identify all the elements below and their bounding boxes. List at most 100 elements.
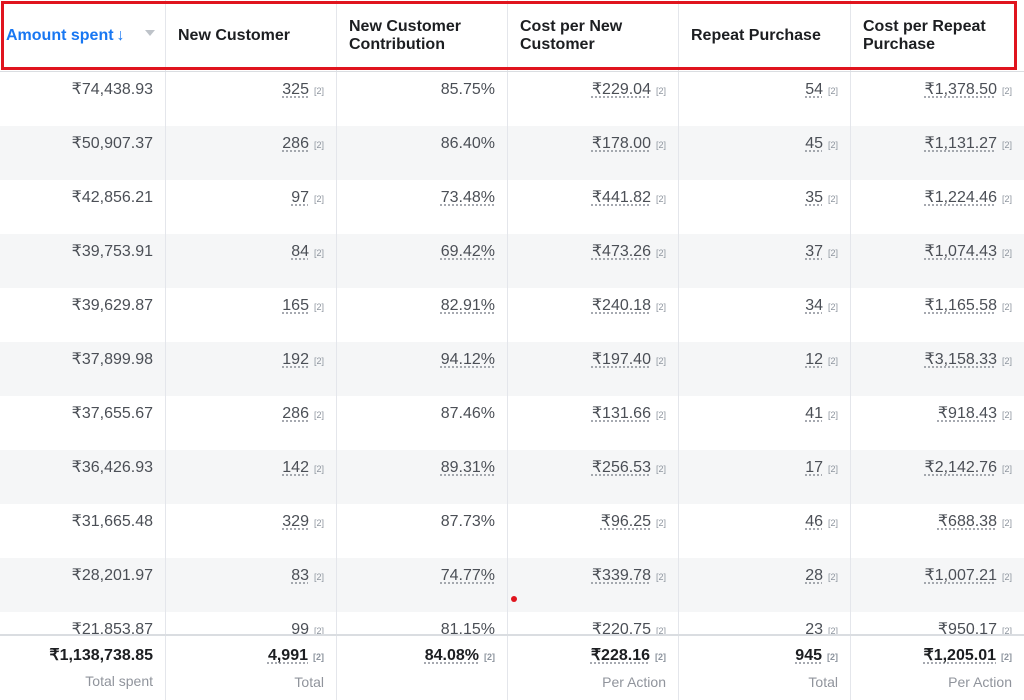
cell-value[interactable]: 34 bbox=[805, 297, 823, 314]
cell-value[interactable]: 17 bbox=[805, 459, 823, 476]
cell-value[interactable]: ₹2,142.76 bbox=[924, 459, 997, 476]
cell-value[interactable]: ₹918.43 bbox=[937, 405, 997, 422]
cell-value[interactable]: ₹1,074.43 bbox=[924, 243, 997, 260]
footnote-marker: [2] bbox=[313, 356, 324, 366]
cell-value[interactable]: 99 bbox=[291, 621, 309, 638]
column-header-amount-spent[interactable]: Amount spent ↓ bbox=[0, 0, 166, 71]
cell-cost-per-repeat-purchase: ₹1,165.58 [2] bbox=[851, 288, 1024, 342]
cell-value[interactable]: ₹96.25 bbox=[600, 513, 651, 530]
cell-value[interactable]: 28 bbox=[805, 567, 823, 584]
cell-value[interactable]: 45 bbox=[805, 135, 823, 152]
cell-value[interactable]: 46 bbox=[805, 513, 823, 530]
cell-value[interactable]: 97 bbox=[291, 189, 309, 206]
cell-cost-per-new-customer: ₹473.26 [2] bbox=[508, 234, 679, 288]
total-value[interactable]: 4,991 bbox=[267, 647, 308, 664]
cell-amount-spent: ₹37,655.67 bbox=[0, 396, 166, 450]
cell-value[interactable]: ₹339.78 bbox=[591, 567, 651, 584]
column-header-new-customer[interactable]: New Customer bbox=[166, 0, 337, 71]
cell-value[interactable]: 35 bbox=[805, 189, 823, 206]
footnote-marker: [2] bbox=[827, 248, 838, 258]
cell-cost-per-new-customer: ₹339.78 [2] bbox=[508, 558, 679, 612]
cell-value[interactable]: ₹441.82 bbox=[591, 189, 651, 206]
cell-value[interactable]: 286 bbox=[282, 135, 309, 152]
cell-value[interactable]: 142 bbox=[282, 459, 309, 476]
cell-value[interactable]: 165 bbox=[282, 297, 309, 314]
cell-value[interactable]: ₹178.00 bbox=[591, 135, 651, 152]
cell-new-customer-contribution: 86.40% bbox=[337, 126, 508, 180]
total-cost-per-repeat-purchase: ₹1,205.01 [2] Per Action bbox=[851, 636, 1024, 700]
cell-value[interactable]: 37 bbox=[805, 243, 823, 260]
cell-repeat-purchase: 46 [2] bbox=[679, 504, 851, 558]
cell-value[interactable]: 325 bbox=[282, 81, 309, 98]
cell-value[interactable]: 84 bbox=[291, 243, 309, 260]
footnote-marker: [2] bbox=[1001, 410, 1012, 420]
cell-value[interactable]: ₹950.17 bbox=[937, 621, 997, 638]
cell-value[interactable]: 329 bbox=[282, 513, 309, 530]
cell-value[interactable]: 73.48% bbox=[440, 189, 495, 206]
cell-value[interactable]: ₹1,378.50 bbox=[924, 81, 997, 98]
cell-value[interactable]: ₹1,007.21 bbox=[924, 567, 997, 584]
footnote-marker: [2] bbox=[313, 572, 324, 582]
cell-value[interactable]: ₹3,158.33 bbox=[924, 351, 997, 368]
cell-amount-spent: ₹28,201.97 bbox=[0, 558, 166, 612]
total-new-customer-contribution: 84.08% [2] bbox=[337, 636, 508, 700]
total-value[interactable]: 945 bbox=[795, 647, 822, 664]
cell-value[interactable]: 83 bbox=[291, 567, 309, 584]
cell-value[interactable]: ₹256.53 bbox=[591, 459, 651, 476]
total-value[interactable]: ₹1,205.01 bbox=[923, 647, 996, 664]
cell-value[interactable]: 82.91% bbox=[440, 297, 495, 314]
cell-value[interactable]: 12 bbox=[805, 351, 823, 368]
table-row: ₹39,753.91 84 [2] 69.42% ₹473.26 [2] 37 [2] ₹1,0… bbox=[0, 234, 1024, 288]
footnote-marker: [2] bbox=[313, 626, 324, 636]
cell-value[interactable]: ₹1,131.27 bbox=[924, 135, 997, 152]
column-header-repeat-purchase[interactable]: Repeat Purchase bbox=[679, 0, 851, 71]
cell-value[interactable]: ₹473.26 bbox=[591, 243, 651, 260]
cell-repeat-purchase: 45 [2] bbox=[679, 126, 851, 180]
cell-value[interactable]: ₹131.66 bbox=[591, 405, 651, 422]
cell-repeat-purchase: 28 [2] bbox=[679, 558, 851, 612]
cell-value[interactable]: 54 bbox=[805, 81, 823, 98]
cell-new-customer-contribution: 74.77% bbox=[337, 558, 508, 612]
footnote-marker: [2] bbox=[1001, 194, 1012, 204]
cell-value[interactable]: 89.31% bbox=[440, 459, 495, 476]
cell-repeat-purchase: 41 [2] bbox=[679, 396, 851, 450]
cell-cost-per-new-customer: ₹96.25 [2] bbox=[508, 504, 679, 558]
footnote-marker: [2] bbox=[1001, 140, 1012, 150]
chevron-down-icon[interactable] bbox=[145, 30, 155, 36]
footnote-marker: [2] bbox=[827, 302, 838, 312]
column-header-cost-per-new-customer[interactable]: Cost per New Customer bbox=[508, 0, 679, 71]
cell-value[interactable]: 69.42% bbox=[440, 243, 495, 260]
cell-value[interactable]: ₹1,165.58 bbox=[924, 297, 997, 314]
cell-value[interactable]: 192 bbox=[282, 351, 309, 368]
footnote-marker: [2] bbox=[313, 410, 324, 420]
footnote-marker: [2] bbox=[1001, 572, 1012, 582]
cell-value[interactable]: 41 bbox=[805, 405, 823, 422]
cell-value[interactable]: 94.12% bbox=[440, 351, 495, 368]
cell-value[interactable]: ₹197.40 bbox=[591, 351, 651, 368]
footnote-marker: [2] bbox=[655, 652, 666, 662]
cell-value: ₹37,899.98 bbox=[71, 351, 153, 368]
total-value: ₹1,138,738.85 bbox=[49, 647, 153, 664]
cell-value[interactable]: ₹229.04 bbox=[591, 81, 651, 98]
table-row: ₹36,426.93 142 [2] 89.31% ₹256.53 [2] 17 [2] ₹2,… bbox=[0, 450, 1024, 504]
cell-value[interactable]: 74.77% bbox=[440, 567, 495, 584]
total-value[interactable]: ₹228.16 bbox=[590, 647, 650, 664]
cell-new-customer-contribution: 87.46% bbox=[337, 396, 508, 450]
cell-value[interactable]: ₹220.75 bbox=[591, 621, 651, 638]
cell-value[interactable]: ₹1,224.46 bbox=[924, 189, 997, 206]
sort-down-arrow-icon: ↓ bbox=[116, 26, 125, 44]
total-cost-per-new-customer: ₹228.16 [2] Per Action bbox=[508, 636, 679, 700]
cell-value[interactable]: ₹688.38 bbox=[937, 513, 997, 530]
total-value[interactable]: 84.08% bbox=[424, 647, 479, 664]
footnote-marker: [2] bbox=[313, 140, 324, 150]
cell-value[interactable]: 23 bbox=[805, 621, 823, 638]
footnote-marker: [2] bbox=[827, 464, 838, 474]
column-header-cost-per-repeat-purchase[interactable]: Cost per Repeat Purchase bbox=[851, 0, 1024, 71]
cell-cost-per-new-customer: ₹441.82 [2] bbox=[508, 180, 679, 234]
total-new-customer: 4,991 [2] Total bbox=[166, 636, 337, 700]
column-header-new-customer-contribution[interactable]: New Customer Contribution bbox=[337, 0, 508, 71]
cell-value[interactable]: ₹240.18 bbox=[591, 297, 651, 314]
cell-cost-per-new-customer: ₹178.00 [2] bbox=[508, 126, 679, 180]
footnote-marker: [2] bbox=[484, 652, 495, 662]
cell-value[interactable]: 286 bbox=[282, 405, 309, 422]
